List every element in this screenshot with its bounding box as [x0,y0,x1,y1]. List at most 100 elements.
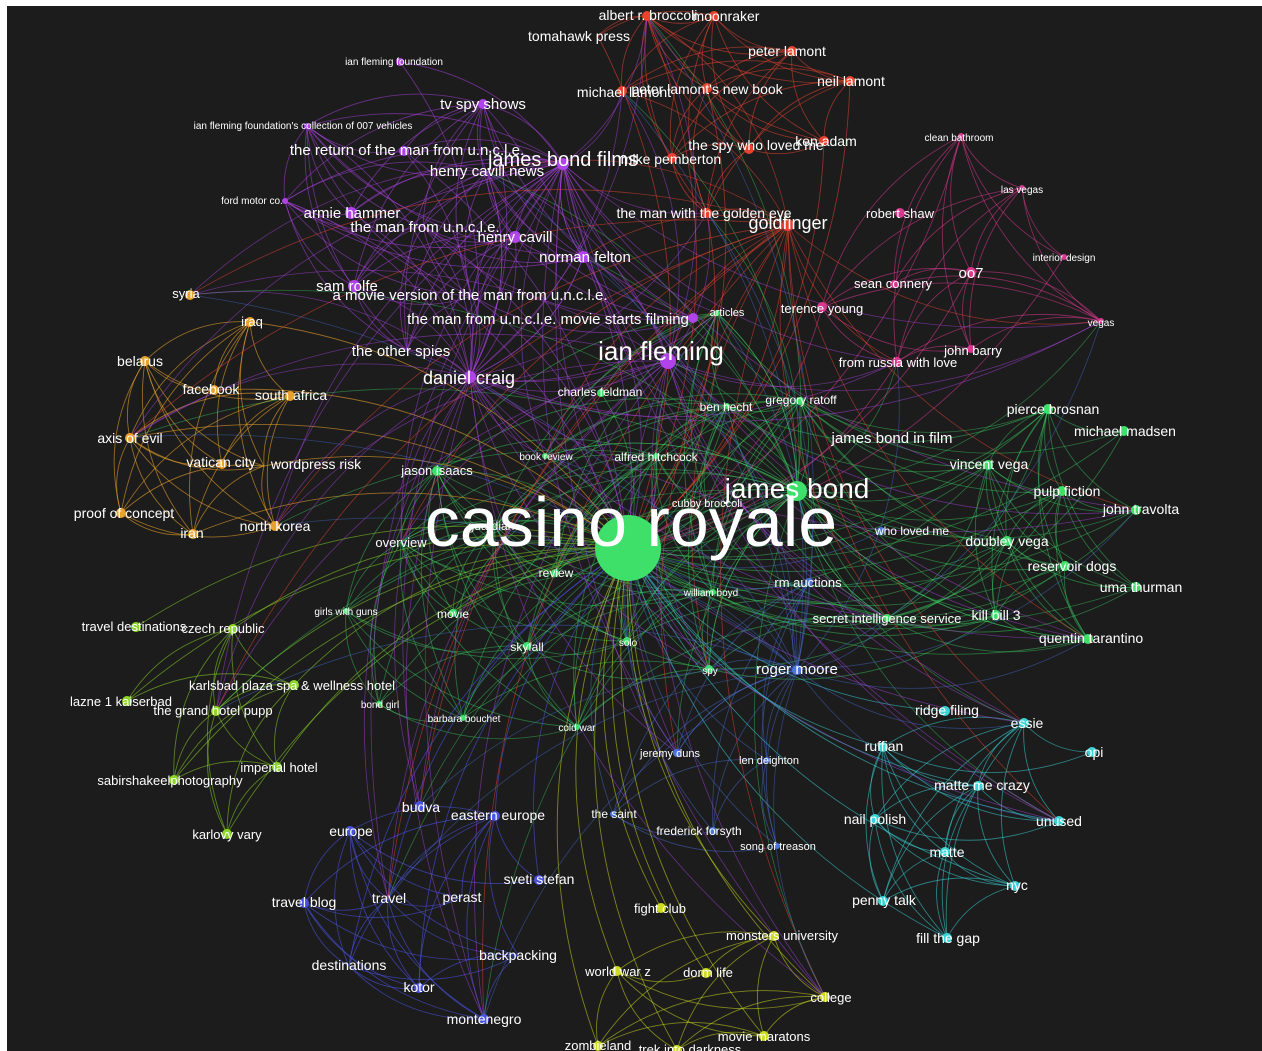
node-henry-cavill[interactable] [509,231,521,243]
node-barbara-bouchet[interactable] [460,715,466,721]
node-world-war-z[interactable] [612,966,622,976]
node-vincent-vega[interactable] [983,460,993,470]
node-matte-me-crazy[interactable] [973,781,983,791]
node-oo7[interactable] [966,267,976,277]
node-book-review[interactable] [542,453,548,459]
node-iraq[interactable] [245,317,255,327]
node-robert-shaw[interactable] [895,208,905,218]
node-spy-who-loved-me[interactable] [744,144,754,154]
node-ian-fleming-foundation[interactable] [396,58,404,66]
node-proof-of-concept[interactable] [116,508,126,518]
node-charles-feldman[interactable] [597,389,605,397]
node-fight-club[interactable] [656,903,666,913]
node-mike-pemberton[interactable] [667,153,677,163]
node-review[interactable] [551,569,559,577]
node-moonraker[interactable] [709,11,719,21]
node-terence-young[interactable] [817,302,827,312]
node-man-golden-eye[interactable] [702,208,712,218]
node-syria[interactable] [185,290,195,300]
node-south-africa[interactable] [285,391,295,401]
node-james-bond[interactable] [787,481,807,501]
node-daniel-craig[interactable] [464,371,476,383]
node-travel-destinations[interactable] [131,622,141,632]
node-secret-intelligence[interactable] [883,614,891,622]
node-who-loved-me[interactable] [877,527,885,535]
node-ben-hecht[interactable] [724,403,730,409]
node-eastern-europe[interactable] [490,811,500,821]
node-michael-lamont[interactable] [617,86,627,96]
node-dorm-life[interactable] [701,968,711,978]
node-roger-moore[interactable] [792,665,802,675]
node-facebook[interactable] [209,385,219,395]
node-karlovy-vary[interactable] [222,829,232,839]
node-kotor[interactable] [414,983,424,993]
node-ken-adam[interactable] [819,136,829,146]
node-unused[interactable] [1054,816,1064,826]
node-budva[interactable] [415,801,425,811]
node-casino-royale[interactable] [595,515,661,581]
node-norman-felton[interactable] [577,251,589,263]
node-karlsbad-plaza[interactable] [289,680,299,690]
node-imperial-hotel[interactable] [272,762,282,772]
node-girls-with-guns[interactable] [343,608,349,614]
node-solo[interactable] [623,637,631,645]
node-from-russia[interactable] [892,357,902,367]
node-movie[interactable] [449,609,457,617]
node-william-boyd[interactable] [710,589,716,595]
node-lazne-1-kaiserbad[interactable] [122,696,132,706]
node-bond-girl[interactable] [376,701,382,707]
node-monsters-university[interactable] [769,931,779,941]
node-axis-of-evil[interactable] [125,433,135,443]
node-ford-motor[interactable] [282,198,288,204]
node-jeremy-duns[interactable] [673,749,681,757]
node-michael-madsen[interactable] [1119,426,1129,436]
node-alfred-hitchcock[interactable] [653,453,659,459]
node-matte[interactable] [940,847,950,857]
node-rm-auctions[interactable] [805,578,813,586]
node-sabirshakeel[interactable] [169,775,179,785]
node-ruffian[interactable] [878,742,888,752]
node-peter-lamonts-new-book[interactable] [702,83,712,93]
node-zombieland[interactable] [593,1041,603,1051]
node-iff-collection[interactable] [304,123,310,129]
node-penny-talk[interactable] [878,896,888,906]
node-spy[interactable] [705,665,713,673]
node-north-korea[interactable] [270,521,280,531]
node-europe[interactable] [345,826,355,836]
node-quentin-tarantino[interactable] [1083,634,1093,644]
node-john-barry[interactable] [967,345,975,353]
node-skyfall[interactable] [523,642,531,650]
node-neil-lamont[interactable] [845,76,855,86]
node-interior-design[interactable] [1061,254,1067,260]
node-movie-maratons[interactable] [759,1031,769,1041]
node-james-bond-films[interactable] [557,158,569,170]
node-czech-republic[interactable] [228,624,238,634]
node-essie[interactable] [1019,718,1029,728]
node-gregory-ratoff[interactable] [796,397,804,405]
node-pierce-brosnan[interactable] [1043,404,1053,414]
node-iran[interactable] [188,529,198,539]
node-nyc[interactable] [1010,881,1020,891]
node-peter-lamont[interactable] [787,46,797,56]
node-the-saint[interactable] [610,811,616,817]
node-trek-into-darkness[interactable] [672,1045,682,1051]
node-len-deighton[interactable] [764,757,770,763]
node-return-uncle[interactable] [399,146,409,156]
node-sam-rolfe[interactable] [348,280,360,292]
node-song-of-treason[interactable] [774,843,780,849]
node-jason-isaacs[interactable] [432,466,442,476]
node-tv-spy-shows[interactable] [478,99,488,109]
node-pulp-fiction[interactable] [1057,486,1067,496]
node-goldfinger[interactable] [782,219,794,231]
node-clean-bathroom[interactable] [958,133,964,139]
node-opi[interactable] [1087,747,1097,757]
node-uncle-starts-filming[interactable] [688,313,698,323]
node-frederick-forsyth[interactable] [709,827,717,835]
node-college[interactable] [820,992,830,1002]
node-montenegro[interactable] [479,1014,489,1024]
node-doubley-vega[interactable] [1002,536,1012,546]
node-vegas[interactable] [1098,318,1104,324]
node-travel-blog[interactable] [299,898,309,908]
node-ian-fleming[interactable] [660,353,676,369]
node-sveti-stefan[interactable] [534,875,544,885]
